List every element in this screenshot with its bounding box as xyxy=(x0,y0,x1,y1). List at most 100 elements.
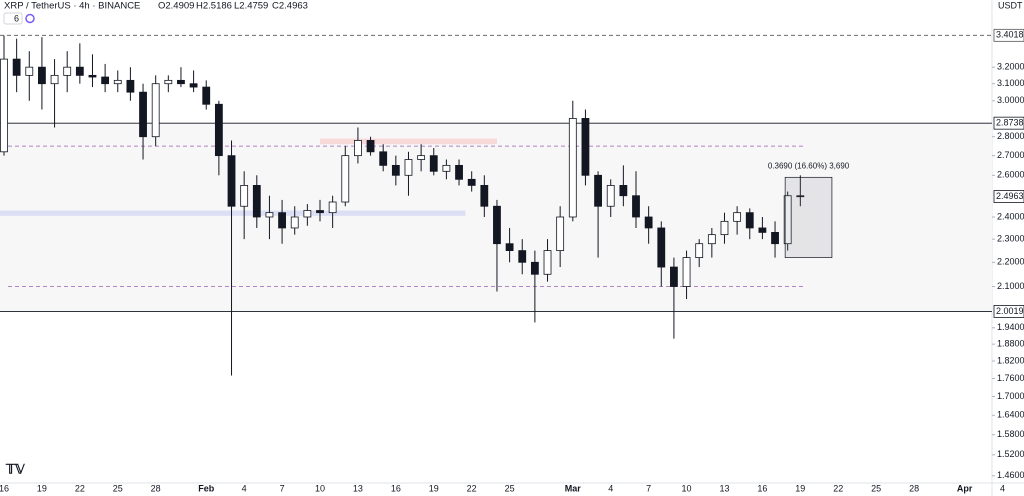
candle-body xyxy=(278,212,286,229)
candle-body xyxy=(88,74,97,78)
candle-body xyxy=(417,155,426,160)
y-tick-label: 1.4600 xyxy=(997,470,1024,480)
x-tick-label: Feb xyxy=(198,483,215,493)
candle-body xyxy=(0,58,8,153)
candle-body xyxy=(594,174,602,207)
indicator-icon[interactable] xyxy=(25,13,35,24)
candle-body xyxy=(126,79,135,93)
candle-body xyxy=(530,261,539,275)
price-label: 2.4963 xyxy=(996,191,1024,201)
ohlc-value: C2.4963 xyxy=(272,1,308,12)
y-tick-label: 1.8800 xyxy=(997,339,1024,349)
candle-body xyxy=(467,178,476,186)
y-tick-label: 3.0000 xyxy=(997,95,1024,105)
candle-body xyxy=(480,185,489,207)
candle-body xyxy=(12,58,21,76)
y-tick-label: 2.2000 xyxy=(997,257,1024,267)
candle-body xyxy=(505,243,514,251)
currency-label[interactable]: USDT xyxy=(998,0,1023,10)
candle-body xyxy=(632,195,640,218)
candle-body xyxy=(442,164,451,172)
candle-body xyxy=(189,83,198,88)
candle-body xyxy=(720,220,729,236)
candle-body xyxy=(695,243,704,258)
candle-body xyxy=(101,76,110,85)
x-tick-label: 7 xyxy=(646,483,651,493)
candle-body xyxy=(25,66,34,76)
x-tick-label: 22 xyxy=(75,483,85,493)
candle-body xyxy=(758,227,767,233)
price-label-box xyxy=(993,116,1024,130)
candle-body xyxy=(404,159,413,176)
candle-body xyxy=(657,227,666,268)
x-tick-label: 4 xyxy=(608,483,613,493)
candle-body xyxy=(682,257,691,287)
x-tick-label: 16 xyxy=(391,483,401,493)
candle-body xyxy=(113,79,122,85)
price-label-box xyxy=(993,190,1024,203)
candle-body xyxy=(745,212,754,229)
candle-body xyxy=(568,118,577,218)
x-tick-label: 22 xyxy=(467,483,477,493)
y-tick-label: 2.1000 xyxy=(997,281,1024,291)
candle-body xyxy=(518,250,527,263)
x-tick-label: 25 xyxy=(871,483,881,493)
y-tick-label: 3.1000 xyxy=(997,78,1024,88)
ohlc-value: O2.4909 xyxy=(158,1,194,12)
price-label-box xyxy=(993,28,1024,42)
y-tick-label: 3.2000 xyxy=(997,62,1024,72)
x-tick-label: Apr xyxy=(957,483,973,493)
y-tick-label: 2.3000 xyxy=(997,234,1024,244)
candle-body xyxy=(63,66,72,76)
candle-body xyxy=(606,185,615,207)
logo: 𝕋𝕍 xyxy=(5,461,25,476)
x-tick-label: 19 xyxy=(795,483,805,493)
x-tick-label: 19 xyxy=(429,483,439,493)
y-tick-label: 2.7000 xyxy=(997,150,1024,160)
x-tick-label: 13 xyxy=(353,483,363,493)
x-tick-label: 10 xyxy=(315,483,325,493)
y-tick-label: 1.6400 xyxy=(997,410,1024,420)
candle-body xyxy=(151,83,160,138)
indicator-toggle[interactable] xyxy=(3,12,23,25)
candle-body xyxy=(493,205,501,245)
candle-body xyxy=(733,212,742,222)
candle-body xyxy=(619,185,628,197)
candle-body xyxy=(50,74,59,85)
candle-body xyxy=(543,250,552,275)
x-tick-label: 22 xyxy=(833,483,843,493)
candle-body xyxy=(366,140,375,153)
candle-body xyxy=(227,155,236,207)
candle-body xyxy=(455,164,463,180)
candle-body xyxy=(214,103,223,157)
candle-body xyxy=(328,201,337,214)
candle-body xyxy=(252,185,261,218)
candle-body xyxy=(783,195,792,245)
candle-body xyxy=(75,66,84,76)
candle-body xyxy=(38,66,46,85)
ohlc-value: H2.5186 xyxy=(196,1,232,12)
candle-body xyxy=(341,155,350,203)
x-tick-label: 25 xyxy=(505,483,515,493)
candle-body xyxy=(290,216,299,229)
candle-body xyxy=(177,79,185,85)
y-tick-label: 1.5200 xyxy=(997,449,1024,459)
x-tick-label: 19 xyxy=(37,483,47,493)
y-tick-label: 2.6000 xyxy=(997,170,1024,180)
candle-body xyxy=(581,118,590,176)
y-tick-label: 2.8000 xyxy=(997,131,1024,141)
y-tick-label: 1.9400 xyxy=(997,322,1024,332)
symbol-title: XRP / TetherUS · 4h · BINANCE xyxy=(4,1,140,12)
candle-body xyxy=(771,231,779,245)
candle-body xyxy=(707,234,716,245)
x-tick-label: Mar xyxy=(565,483,582,493)
x-tick-label: 28 xyxy=(909,483,919,493)
x-tick-label: 4 xyxy=(242,483,247,493)
x-tick-label: 16 xyxy=(757,483,767,493)
candle-body xyxy=(354,140,362,157)
zone xyxy=(320,138,497,145)
y-tick-label: 1.8200 xyxy=(997,355,1024,365)
x-tick-label: 4 xyxy=(1000,483,1005,493)
y-tick-label: 1.5800 xyxy=(997,429,1024,439)
